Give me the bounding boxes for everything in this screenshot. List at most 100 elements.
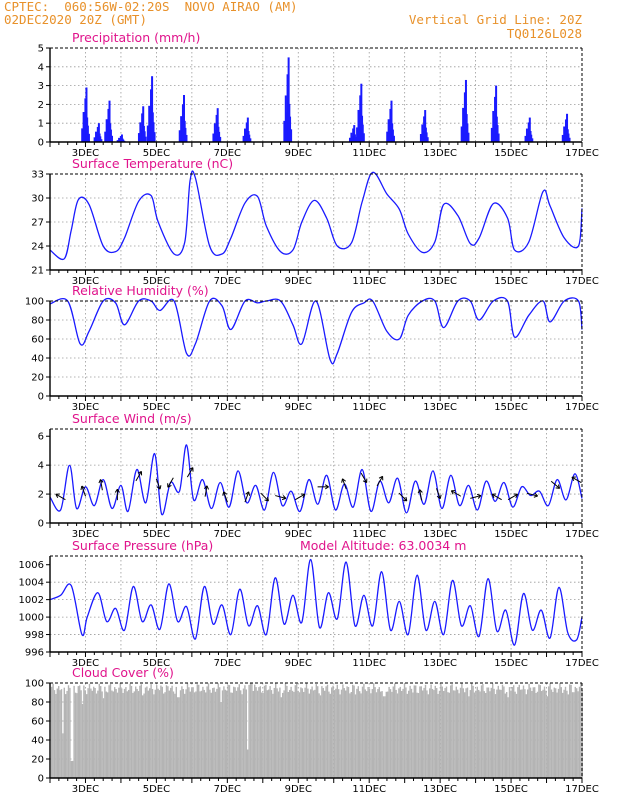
cloud-bar <box>417 693 420 778</box>
cloud-bar <box>315 684 317 778</box>
precip-ytick-label: 2 <box>38 100 44 111</box>
precip-bar <box>146 125 149 142</box>
cloud-bar <box>492 683 494 778</box>
cloud-bar <box>423 687 425 778</box>
cloud-bar <box>88 683 91 778</box>
cloud-bar <box>450 685 452 778</box>
cloud-bar <box>539 685 541 778</box>
cloud-bar <box>114 687 116 778</box>
cloud-bar <box>377 689 379 778</box>
cloud-bar <box>234 687 236 778</box>
cloud-bar <box>101 691 103 778</box>
cloud-bar <box>461 683 463 778</box>
cloud-bar <box>499 689 501 778</box>
cloud-xtick-label: 5DEC <box>143 784 170 795</box>
wind-arrow <box>223 491 228 503</box>
cloud-bar <box>518 684 520 778</box>
cloud-bar <box>228 685 231 778</box>
precip-xtick-label: 15DEC <box>494 148 528 159</box>
cloud-bar <box>266 690 268 778</box>
wind-arrow-head <box>491 493 497 498</box>
cloud-bar <box>235 690 238 778</box>
temp-ytick-label: 21 <box>31 266 44 277</box>
cloud-bar <box>542 689 544 778</box>
cloud-bar <box>79 685 81 778</box>
cloud-bar <box>182 688 184 778</box>
cloud-bar <box>160 685 162 778</box>
cloud-bar <box>452 690 455 778</box>
cloud-ytick-label: 20 <box>31 755 44 766</box>
cloud-bar <box>395 689 397 778</box>
precip-bar <box>528 117 531 142</box>
cloud-bar <box>69 687 71 778</box>
cloud-bar <box>129 683 131 778</box>
cloud-bar <box>52 683 54 778</box>
cloud-bar <box>434 685 436 778</box>
wind-arrow-head <box>571 476 576 482</box>
cloud-bar <box>289 689 291 778</box>
cloud-bar <box>529 687 532 778</box>
cloud-bar <box>343 688 345 778</box>
cloud-bar <box>410 688 413 778</box>
cloud-bar <box>314 689 316 778</box>
cloud-bar <box>520 689 522 778</box>
wind-arrow-head <box>324 484 329 490</box>
cloud-bar <box>59 690 61 778</box>
wind-arrow-head <box>281 495 287 501</box>
cloud-bar <box>580 683 582 778</box>
cloud-bar <box>545 690 547 778</box>
cloud-bar <box>51 686 53 778</box>
precip-bar <box>425 132 428 142</box>
cloud-bar <box>368 688 371 778</box>
cloud-bar <box>349 693 351 778</box>
cloud-bar <box>140 684 142 778</box>
cloud-bar <box>525 694 527 778</box>
cloud-bar <box>441 686 443 778</box>
precip-bar <box>87 133 90 142</box>
cloud-bar <box>559 683 561 778</box>
precip-bar <box>97 123 100 142</box>
cloud-bar <box>480 685 483 778</box>
precip-ytick-label: 0 <box>38 138 44 149</box>
wind-arrow <box>376 476 384 487</box>
cloud-bar <box>154 689 156 778</box>
cloud-bar <box>93 686 95 778</box>
precip-bar <box>244 128 247 142</box>
cloud-bar <box>326 684 329 778</box>
cloud-bar <box>283 690 285 778</box>
cloud-bar <box>335 688 337 778</box>
press-xtick-label: 3DEC <box>72 658 99 669</box>
cloud-bar <box>422 690 424 778</box>
wind-arrow <box>491 493 502 501</box>
cloud-bar <box>333 690 336 778</box>
precip-bar <box>81 128 84 142</box>
wind-arrow-head <box>245 491 251 496</box>
cloud-bar <box>237 687 239 778</box>
temp-ytick-label: 33 <box>31 170 44 181</box>
cloud-bar <box>508 687 511 778</box>
wind-xtick-label: 13DEC <box>423 529 457 540</box>
precip-bar <box>350 132 353 142</box>
precip-bar <box>122 139 125 142</box>
cloud-bar <box>77 686 79 778</box>
cloud-bar <box>569 684 571 778</box>
cloud-bar <box>282 692 284 778</box>
precip-bar <box>361 124 364 142</box>
cloud-bar <box>262 693 264 778</box>
precip-bar <box>421 124 424 142</box>
cloud-bar <box>426 690 428 778</box>
cloud-bar <box>128 689 130 778</box>
cloud-bar <box>142 695 144 778</box>
wind-arrow <box>507 493 518 501</box>
cloud-bar <box>87 688 89 778</box>
cloud-bar <box>184 693 186 778</box>
cloud-bar <box>210 692 212 778</box>
rh-xtick-label: 9DEC <box>285 402 312 413</box>
cloud-bar <box>279 687 281 778</box>
cloud-bar <box>255 687 257 778</box>
precip-bar <box>467 132 470 142</box>
cloud-bar <box>406 693 408 778</box>
cloud-bar <box>394 683 396 778</box>
cloud-bar <box>340 689 343 778</box>
cloud-bar <box>483 691 485 778</box>
